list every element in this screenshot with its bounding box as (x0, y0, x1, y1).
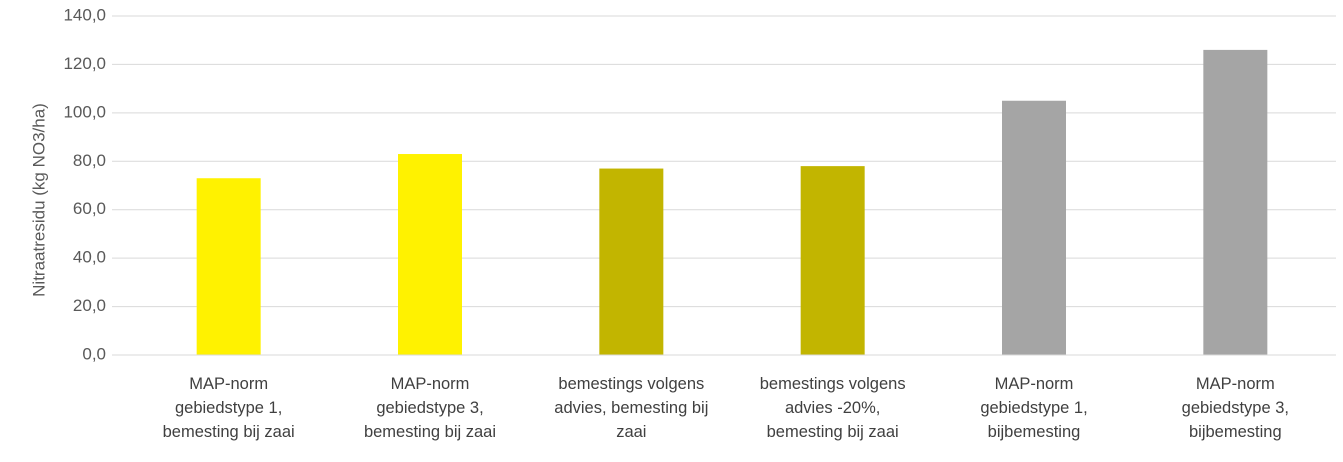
y-tick-label: 40,0 (73, 248, 106, 267)
bar (1203, 49, 1268, 356)
bar (398, 154, 462, 355)
y-tick-label: 60,0 (73, 199, 106, 218)
y-tick-label: 120,0 (63, 54, 106, 73)
bar (800, 166, 865, 355)
y-tick-label: 0,0 (82, 344, 106, 363)
x-tick-label: MAP-norm gebiedstype 3, bijbemesting (1181, 375, 1289, 441)
y-tick-label: 100,0 (63, 102, 106, 121)
x-tick-label: bemestings volgens advies, bemesting bij… (554, 375, 709, 441)
bar (1002, 100, 1066, 355)
y-tick-label: 20,0 (73, 296, 106, 315)
x-tick-label: MAP-norm gebiedstype 1, bemesting bij za… (162, 375, 295, 441)
bar (599, 168, 664, 355)
x-tick-label: bemestings volgens advies -20%, bemestin… (759, 375, 906, 441)
y-tick-label: 140,0 (63, 5, 106, 24)
bar (196, 178, 261, 355)
x-tick-label: MAP-norm gebiedstype 3, bemesting bij za… (363, 375, 497, 441)
y-axis-label: Nitraatresidu (kg NO3/ha) (29, 103, 48, 297)
y-tick-label: 80,0 (73, 151, 106, 170)
x-tick-label: MAP-norm gebiedstype 1, bijbemesting (980, 375, 1088, 441)
